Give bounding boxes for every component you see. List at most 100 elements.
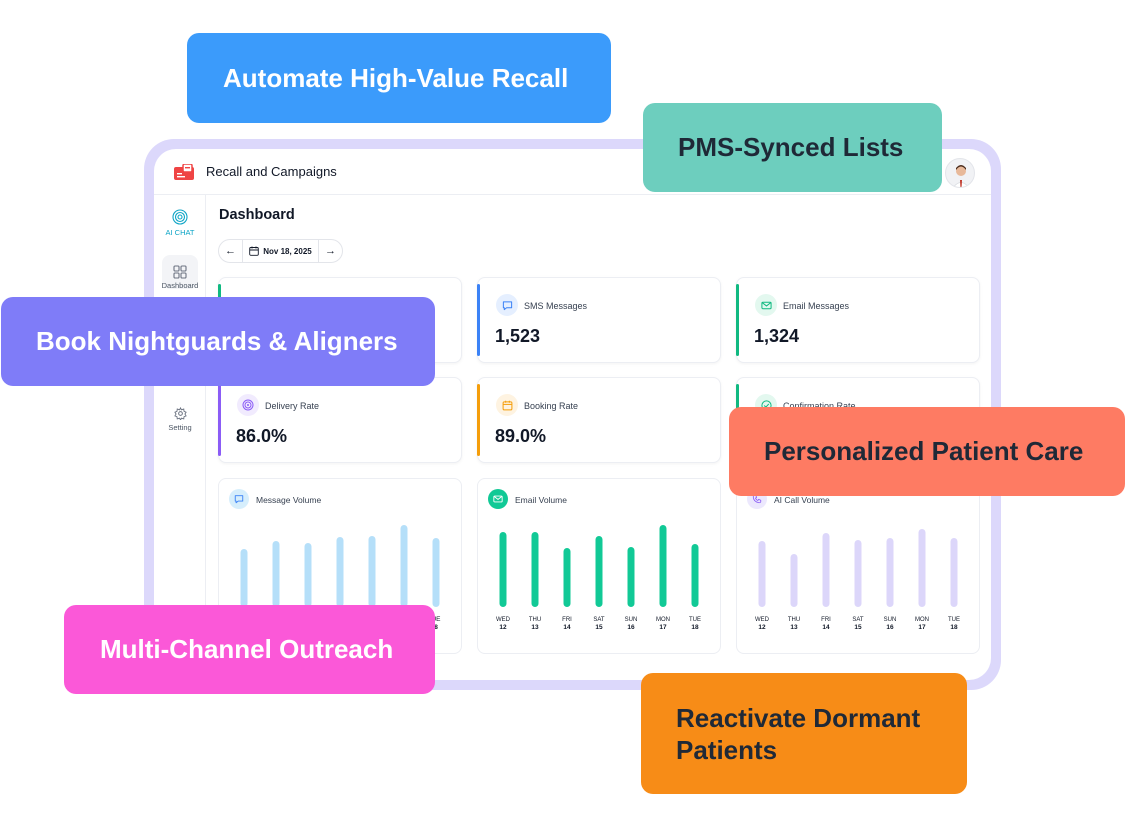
bar-mon-17 [918,529,926,607]
chart-card-ai-call-volume: AI Call Volume WED 12 THU 13 FRI 14 SAT 15 SUN 16… [736,478,980,654]
mail-icon [488,489,508,509]
app-title: Recall and Campaigns [206,164,337,179]
stat-label: Email Messages [783,301,850,311]
bar-wed-12 [758,541,766,607]
chart-title: AI Call Volume [774,495,830,505]
sidebar-item-label: Setting [168,423,192,432]
stat-card-email: Email Messages 1,324 [736,277,980,363]
bar-thu-13 [272,541,280,607]
bar-fri-14 [822,533,830,607]
x-tick-label: TUE [689,617,701,623]
card-accent [736,284,739,356]
bar-sat-15 [595,536,603,607]
bar-sun-16 [627,547,635,607]
x-tick-label: 14 [822,624,830,631]
x-tick-label: THU [529,617,541,623]
previous-day-button[interactable]: ← [225,244,236,257]
grid-icon [173,265,187,279]
bar-tue-18 [432,538,440,607]
stat-value: 1,324 [754,326,800,346]
callout-automate-recall: Automate High-Value Recall [187,33,611,123]
stat-card-delivery-rate: Delivery Rate 86.0% [218,377,462,463]
app-logo-icon [174,164,194,180]
x-tick-label: WED [755,617,770,623]
stat-label: Confirmation Rate [783,401,856,411]
stat-value: 1,523 [495,326,541,346]
x-tick-label: MON [915,617,929,623]
avatar-icon [953,165,969,187]
sidebar-item-setting[interactable]: Setting [158,407,202,432]
message-volume-chart: UE8 [240,525,441,631]
sidebar-item-label: Dashboard [161,281,199,290]
sidebar-item-ai-chat[interactable]: AI CHAT [158,209,202,237]
callout-text: Automate High-Value Recall [223,62,569,93]
sidebar-item-dashboard[interactable]: Dashboard [158,255,202,290]
x-tick-label: 17 [659,624,667,631]
gear-icon [173,407,187,420]
bar-mon-17 [659,525,667,607]
bar-sun-16 [886,538,894,607]
stat-label: SMS Messages [524,301,588,311]
bar-thu-13 [531,532,539,607]
chart-title: Message Volume [256,495,322,505]
bar-sat-15 [854,540,862,607]
x-tick-label: SAT [593,617,605,623]
x-tick-label: THU [788,617,800,623]
bar-tue-18 [950,538,958,607]
x-tick-label: 13 [531,624,539,631]
bar-fri-14 [563,548,571,607]
x-tick-label: 18 [950,624,958,631]
x-tick-label: SUN [625,617,638,623]
stat-label: Booking Rate [524,401,579,411]
chat-bubble-icon [229,489,249,509]
sidebar-item-label: AI CHAT [165,228,195,237]
stat-value: 89.0% [495,426,547,446]
callout-book-nightguards: Book Nightguards & Aligners [1,297,435,386]
bar-thu-13 [790,554,798,607]
bar-sat-15 [336,537,344,607]
bar-wed-12 [499,532,507,607]
stat-label: Delivery Rate [265,401,320,411]
fingerprint-icon [172,209,188,225]
x-tick-label: 14 [563,624,571,631]
x-tick-label: SUN [884,617,897,623]
x-tick-label: 13 [790,624,798,631]
chart-title: Email Volume [515,495,567,505]
next-day-button[interactable]: → [324,244,336,257]
date-field[interactable]: Nov 18, 2025 [242,239,319,263]
x-tick-label: FRI [821,617,831,623]
callout-personalized-care: Personalized Patient Care [729,407,1125,496]
callout-reactivate-patients: Reactivate Dormant Patients [641,673,967,794]
bar-wed-12 [240,549,248,607]
x-tick-label: 16 [627,624,635,631]
x-tick-label: 17 [918,624,926,631]
user-avatar[interactable] [945,158,975,188]
date-picker: ← Nov 18, 2025 → [218,239,343,263]
x-tick-label: MON [656,617,670,623]
top-bar: Recall and Campaigns [154,149,991,195]
card-accent [477,284,480,356]
callout-text: Personalized Patient Care [764,436,1084,466]
x-tick-label: 15 [854,624,862,631]
x-tick-label: 15 [595,624,603,631]
callout-text: PMS-Synced Lists [678,132,904,162]
selected-date: Nov 18, 2025 [263,246,312,256]
bar-mon-17 [400,525,408,607]
x-tick-label: WED [496,617,511,623]
chat-bubble-icon [496,294,518,316]
bar-sun-16 [368,536,376,607]
x-tick-label: UE [431,616,441,623]
x-tick-label: 12 [499,624,507,631]
x-tick-label: FRI [562,617,572,623]
x-tick-label: SAT [852,617,864,623]
target-icon [237,394,259,416]
x-tick-label: 8 [434,624,438,631]
x-tick-label: 18 [691,624,699,631]
sidebar: AI CHAT Dashboard [154,195,206,680]
x-tick-label: 12 [758,624,766,631]
mail-icon [755,294,777,316]
stat-card-sms: SMS Messages 1,523 [477,277,721,363]
